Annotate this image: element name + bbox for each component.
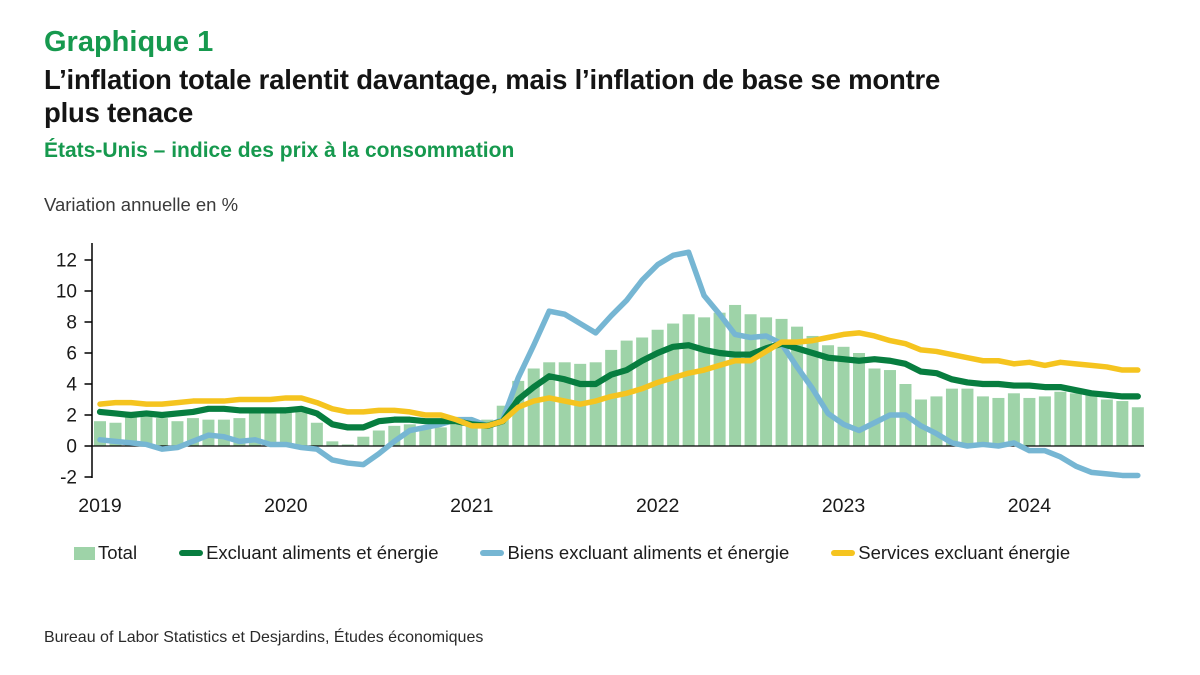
bar: [1069, 393, 1082, 446]
bar: [1054, 391, 1067, 446]
bar: [775, 318, 788, 446]
svg-text:2019: 2019: [78, 495, 121, 517]
svg-text:12: 12: [56, 251, 77, 272]
bar: [465, 424, 478, 446]
svg-text:2022: 2022: [636, 495, 679, 517]
bar: [450, 424, 463, 446]
bar: [961, 388, 974, 446]
bar: [682, 314, 695, 446]
bar: [543, 362, 556, 446]
chart-title: L’inflation totale ralentit davantage, m…: [44, 63, 940, 129]
bar: [992, 397, 1005, 446]
total-swatch-icon: [74, 546, 95, 560]
legend-item-services: Services excluant énergie: [831, 542, 1070, 564]
svg-text:0: 0: [66, 437, 77, 458]
bar: [1007, 393, 1020, 446]
svg-text:-2: -2: [60, 468, 77, 489]
bar: [667, 323, 680, 446]
bar: [729, 304, 742, 446]
chart-title-line-1: L’inflation totale ralentit davantage, m…: [44, 64, 941, 95]
bar: [868, 368, 881, 446]
legend: Total Excluant aliments et énergie Biens…: [74, 542, 1070, 564]
y-axis-units-label: Variation annuelle en %: [44, 194, 239, 215]
bar: [822, 345, 835, 446]
legend-label-total: Total: [98, 542, 138, 563]
chart-subtitle: États-Unis – indice des prix à la consom…: [44, 139, 515, 162]
bar: [124, 416, 137, 446]
core-line-icon: [179, 550, 204, 556]
bar: [651, 329, 664, 446]
bar: [713, 312, 726, 446]
bar: [1038, 396, 1051, 446]
bar: [372, 430, 385, 446]
bar: [527, 368, 540, 446]
svg-text:2020: 2020: [264, 495, 308, 517]
bar: [1085, 394, 1098, 446]
legend-label-services: Services excluant énergie: [858, 542, 1071, 563]
bar: [155, 418, 168, 446]
bar: [279, 407, 292, 446]
legend-item-goods: Biens excluant aliments et énergie: [480, 542, 789, 564]
bar: [264, 410, 277, 446]
legend-item-total: Total: [74, 542, 137, 564]
bar: [976, 396, 989, 446]
svg-text:2021: 2021: [450, 495, 493, 517]
figure-label: Graphique 1: [44, 26, 214, 58]
bar: [1116, 401, 1129, 446]
bar: [698, 317, 711, 446]
bar: [419, 427, 432, 446]
bar: [1023, 397, 1036, 446]
services-line-icon: [831, 550, 856, 556]
bar: [791, 326, 804, 446]
bar: [434, 427, 447, 446]
source-note: Bureau of Labor Statistics et Desjardins…: [44, 629, 484, 646]
chart-title-line-2: plus tenace: [44, 97, 194, 128]
bar: [140, 415, 153, 446]
bar: [295, 410, 308, 446]
bar: [341, 444, 354, 446]
x-axis: 2019 2020 2021 2022 2023 2024: [78, 495, 1051, 517]
bar: [310, 422, 323, 446]
bar: [744, 314, 757, 446]
svg-text:8: 8: [66, 313, 77, 334]
legend-label-goods: Biens excluant aliments et énergie: [507, 542, 790, 563]
svg-text:6: 6: [66, 344, 77, 365]
svg-text:4: 4: [66, 375, 77, 396]
core-line: [96, 340, 1141, 431]
bar: [1100, 399, 1113, 446]
services-line: [97, 330, 1141, 429]
goods-line-icon: [480, 550, 505, 556]
bar: [883, 370, 896, 446]
y-axis: -2 0 2 4 6 8 10 12: [56, 243, 93, 489]
goods-line: [97, 249, 1141, 479]
svg-text:2023: 2023: [822, 495, 865, 517]
svg-text:2: 2: [66, 406, 77, 427]
bar: [357, 436, 370, 446]
legend-label-core: Excluant aliments et énergie: [206, 542, 439, 563]
bar: [853, 353, 866, 446]
bar: [326, 441, 339, 446]
svg-text:2024: 2024: [1008, 495, 1052, 517]
legend-item-core: Excluant aliments et énergie: [179, 542, 438, 564]
bar: [171, 421, 184, 446]
bar: [945, 388, 958, 446]
svg-text:10: 10: [56, 282, 77, 303]
bar: [1131, 407, 1144, 446]
bar: [217, 419, 230, 446]
